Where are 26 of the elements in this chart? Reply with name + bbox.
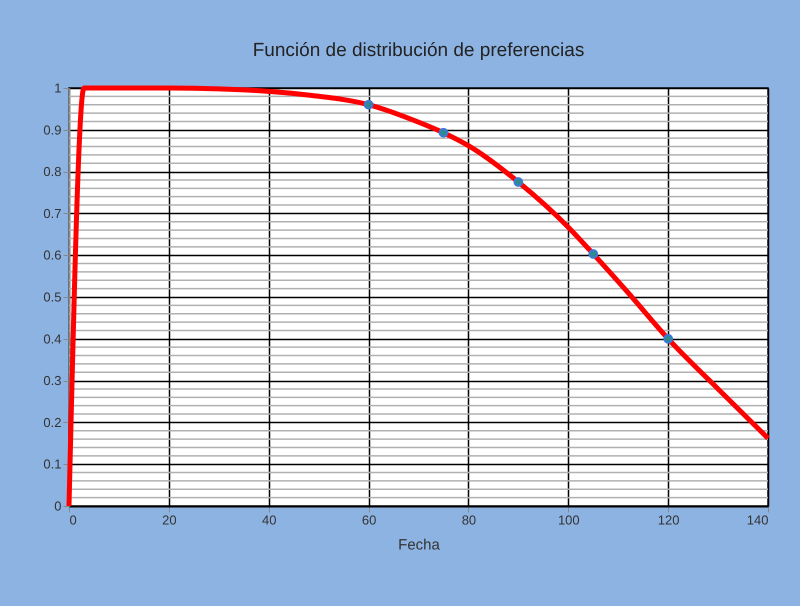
- y-tick-label: 0.3: [43, 373, 62, 388]
- chart-title: Función de distribución de preferencias: [252, 40, 584, 61]
- y-tick-label: 0.5: [43, 290, 62, 304]
- y-tick-label: 1: [54, 80, 62, 96]
- point: [588, 249, 598, 259]
- x-tick-label: 100: [558, 512, 580, 528]
- x-tick-label: 0: [70, 512, 77, 528]
- x-tick-label: 120: [658, 512, 680, 528]
- y-tick-label: 0.9: [43, 122, 62, 138]
- y-tick-label: 0.8: [43, 164, 62, 180]
- x-axis-title: Fecha: [398, 536, 440, 554]
- y-tick-label: 0.4: [43, 331, 62, 346]
- y-tick-label: 0.2: [43, 414, 62, 430]
- x-tick-label: 60: [362, 512, 376, 528]
- y-tick-label: 0.6: [43, 248, 62, 263]
- x-tick-label: 40: [262, 512, 276, 528]
- x-tick-label: 140: [746, 512, 768, 528]
- point: [513, 177, 524, 187]
- y-tick-label: 0: [54, 498, 62, 514]
- x-tick-label: 20: [162, 512, 177, 528]
- y-tick-label: 0.7: [43, 206, 62, 221]
- point: [438, 128, 448, 138]
- point: [663, 334, 674, 344]
- y-tick-label: 0.1: [43, 456, 62, 472]
- x-tick-label: 80: [462, 512, 476, 528]
- point: [364, 100, 374, 110]
